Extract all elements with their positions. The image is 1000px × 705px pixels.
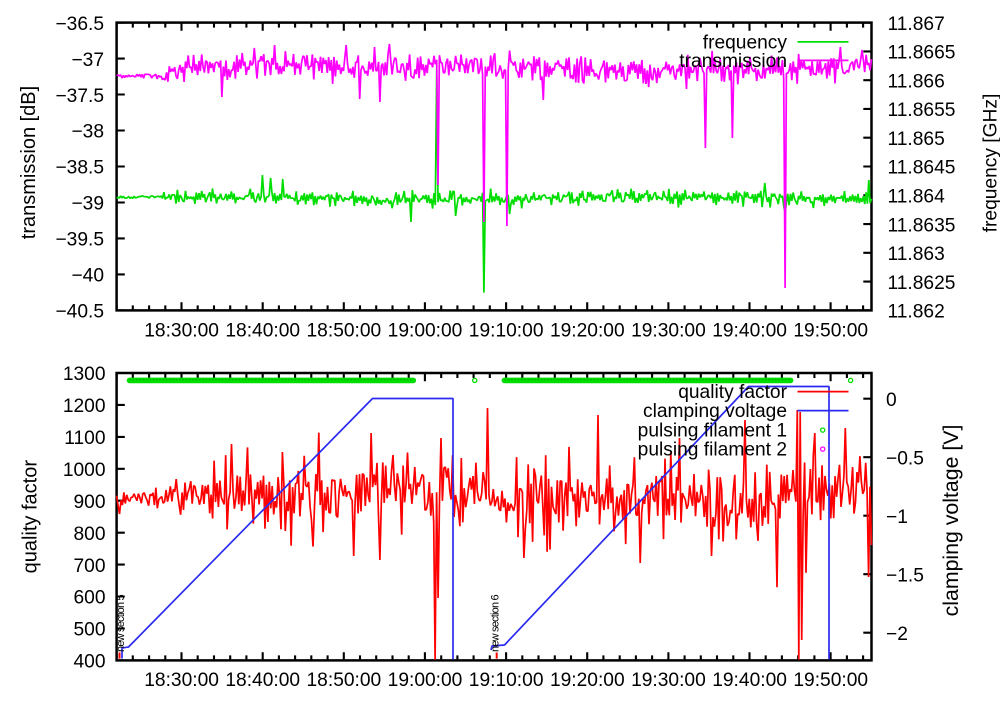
svg-text:1000: 1000 [63, 460, 106, 481]
svg-text:quality factor: quality factor [678, 382, 787, 403]
svg-text:11.862: 11.862 [888, 302, 945, 323]
svg-text:400: 400 [73, 652, 105, 673]
svg-text:−39.5: −39.5 [55, 230, 104, 251]
svg-text:900: 900 [73, 492, 105, 513]
svg-text:−40: −40 [71, 266, 104, 287]
svg-text:11.8655: 11.8655 [888, 100, 956, 121]
svg-text:−39: −39 [71, 194, 104, 215]
svg-text:800: 800 [73, 524, 105, 545]
svg-text:19:50:00: 19:50:00 [793, 321, 868, 342]
svg-text:−38.5: −38.5 [55, 158, 104, 179]
svg-text:18:40:00: 18:40:00 [225, 670, 300, 691]
svg-text:quality factor: quality factor [20, 460, 42, 574]
svg-text:11.8665: 11.8665 [888, 43, 956, 64]
svg-text:18:50:00: 18:50:00 [307, 321, 382, 342]
svg-text:11.864: 11.864 [888, 186, 946, 207]
svg-text:new section 5: new section 5 [115, 594, 127, 652]
svg-text:19:20:00: 19:20:00 [550, 670, 625, 691]
svg-text:−0.5: −0.5 [886, 448, 924, 469]
svg-text:11.865: 11.865 [888, 129, 945, 150]
svg-text:1300: 1300 [63, 364, 106, 385]
svg-text:0: 0 [886, 390, 897, 411]
svg-text:600: 600 [73, 588, 105, 609]
svg-text:18:30:00: 18:30:00 [144, 321, 219, 342]
svg-text:700: 700 [73, 556, 105, 577]
svg-text:1200: 1200 [63, 396, 106, 417]
svg-text:−40.5: −40.5 [55, 302, 104, 323]
svg-text:19:40:00: 19:40:00 [712, 670, 787, 691]
svg-text:11.8645: 11.8645 [888, 158, 956, 179]
svg-text:11.8625: 11.8625 [888, 273, 956, 294]
svg-text:19:30:00: 19:30:00 [631, 321, 706, 342]
svg-text:1100: 1100 [64, 428, 105, 449]
svg-text:clamping voltage: clamping voltage [643, 401, 787, 422]
svg-text:11.863: 11.863 [888, 244, 945, 265]
svg-text:−2: −2 [886, 624, 908, 645]
svg-text:transmission: transmission [679, 51, 787, 72]
svg-text:pulsing filament 1: pulsing filament 1 [638, 421, 787, 442]
svg-text:11.866: 11.866 [888, 71, 945, 92]
svg-text:−37.5: −37.5 [55, 86, 104, 107]
svg-text:clamping voltage [V]: clamping voltage [V] [939, 425, 963, 617]
svg-text:pulsing filament 2: pulsing filament 2 [638, 440, 787, 461]
svg-text:−37: −37 [71, 50, 104, 71]
svg-text:19:00:00: 19:00:00 [388, 670, 463, 691]
svg-text:−1: −1 [886, 507, 908, 528]
svg-text:19:00:00: 19:00:00 [388, 321, 463, 342]
svg-text:18:30:00: 18:30:00 [144, 670, 219, 691]
svg-text:19:20:00: 19:20:00 [550, 321, 625, 342]
svg-text:19:50:00: 19:50:00 [793, 670, 868, 691]
svg-text:−1.5: −1.5 [886, 565, 924, 586]
svg-text:11.8635: 11.8635 [888, 215, 956, 236]
svg-text:11.867: 11.867 [888, 14, 945, 35]
svg-text:transmission [dB]: transmission [dB] [18, 86, 40, 239]
svg-text:−36.5: −36.5 [55, 14, 104, 35]
svg-text:new section 6: new section 6 [489, 594, 501, 652]
svg-text:18:50:00: 18:50:00 [307, 670, 382, 691]
svg-text:19:10:00: 19:10:00 [469, 321, 544, 342]
svg-text:19:40:00: 19:40:00 [712, 321, 787, 342]
svg-text:frequency [GHz]: frequency [GHz] [981, 94, 1000, 233]
svg-text:19:30:00: 19:30:00 [631, 670, 706, 691]
svg-text:18:40:00: 18:40:00 [225, 321, 300, 342]
svg-text:−38: −38 [71, 122, 104, 143]
svg-text:500: 500 [73, 620, 105, 641]
svg-text:19:10:00: 19:10:00 [469, 670, 544, 691]
